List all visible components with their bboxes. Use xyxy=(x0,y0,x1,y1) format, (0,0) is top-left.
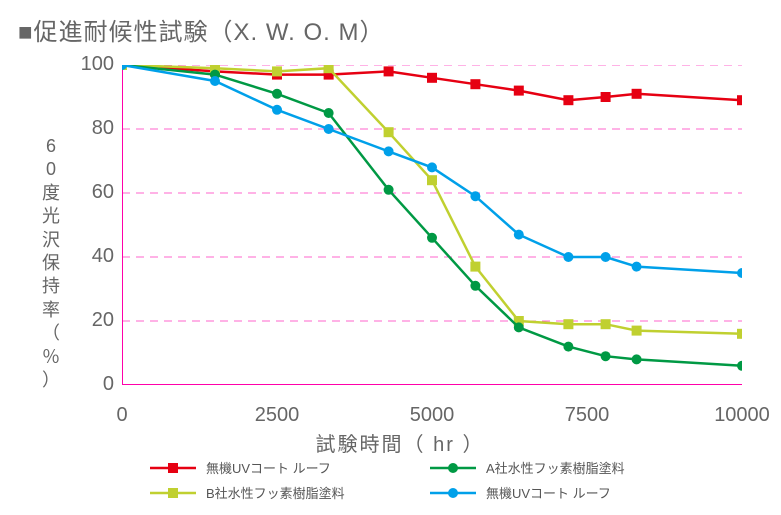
x-tick-label: 7500 xyxy=(565,404,610,427)
y-tick-label: 60 xyxy=(68,181,114,204)
legend-label: B社水性フッ素樹脂塗料 xyxy=(206,483,345,502)
legend: 無機UVコート ルーフA社水性フッ素樹脂塗料B社水性フッ素樹脂塗料無機UVコート… xyxy=(150,458,710,508)
legend-swatch xyxy=(430,461,476,475)
x-tick-label: 5000 xyxy=(410,404,455,427)
x-tick-label: 2500 xyxy=(255,404,300,427)
legend-item: B社水性フッ素樹脂塗料 xyxy=(150,483,430,502)
legend-swatch xyxy=(150,486,196,500)
y-tick-label: 40 xyxy=(68,245,114,268)
line-chart-plot xyxy=(122,65,742,385)
x-axis-label: 試験時間（ hr ） xyxy=(316,428,485,457)
chart-container: 60度光沢保持率（％） 020406080100 025005000750010… xyxy=(40,55,760,435)
y-axis-label: 60度光沢保持率（％） xyxy=(40,135,62,392)
y-tick-label: 80 xyxy=(68,117,114,140)
y-tick-label: 100 xyxy=(68,53,114,76)
y-tick-label: 0 xyxy=(68,373,114,396)
legend-item: 無機UVコート ルーフ xyxy=(430,483,710,502)
legend-swatch xyxy=(150,461,196,475)
y-tick-label: 20 xyxy=(68,309,114,332)
legend-label: 無機UVコート ルーフ xyxy=(486,483,611,502)
legend-item: A社水性フッ素樹脂塗料 xyxy=(430,458,710,477)
chart-title: ■促進耐候性試験（X. W. O. M） xyxy=(18,12,385,47)
legend-label: 無機UVコート ルーフ xyxy=(206,458,331,477)
x-tick-label: 10000 xyxy=(714,404,770,427)
x-tick-label: 0 xyxy=(116,404,127,427)
legend-label: A社水性フッ素樹脂塗料 xyxy=(486,458,625,477)
legend-swatch xyxy=(430,486,476,500)
legend-item: 無機UVコート ルーフ xyxy=(150,458,430,477)
